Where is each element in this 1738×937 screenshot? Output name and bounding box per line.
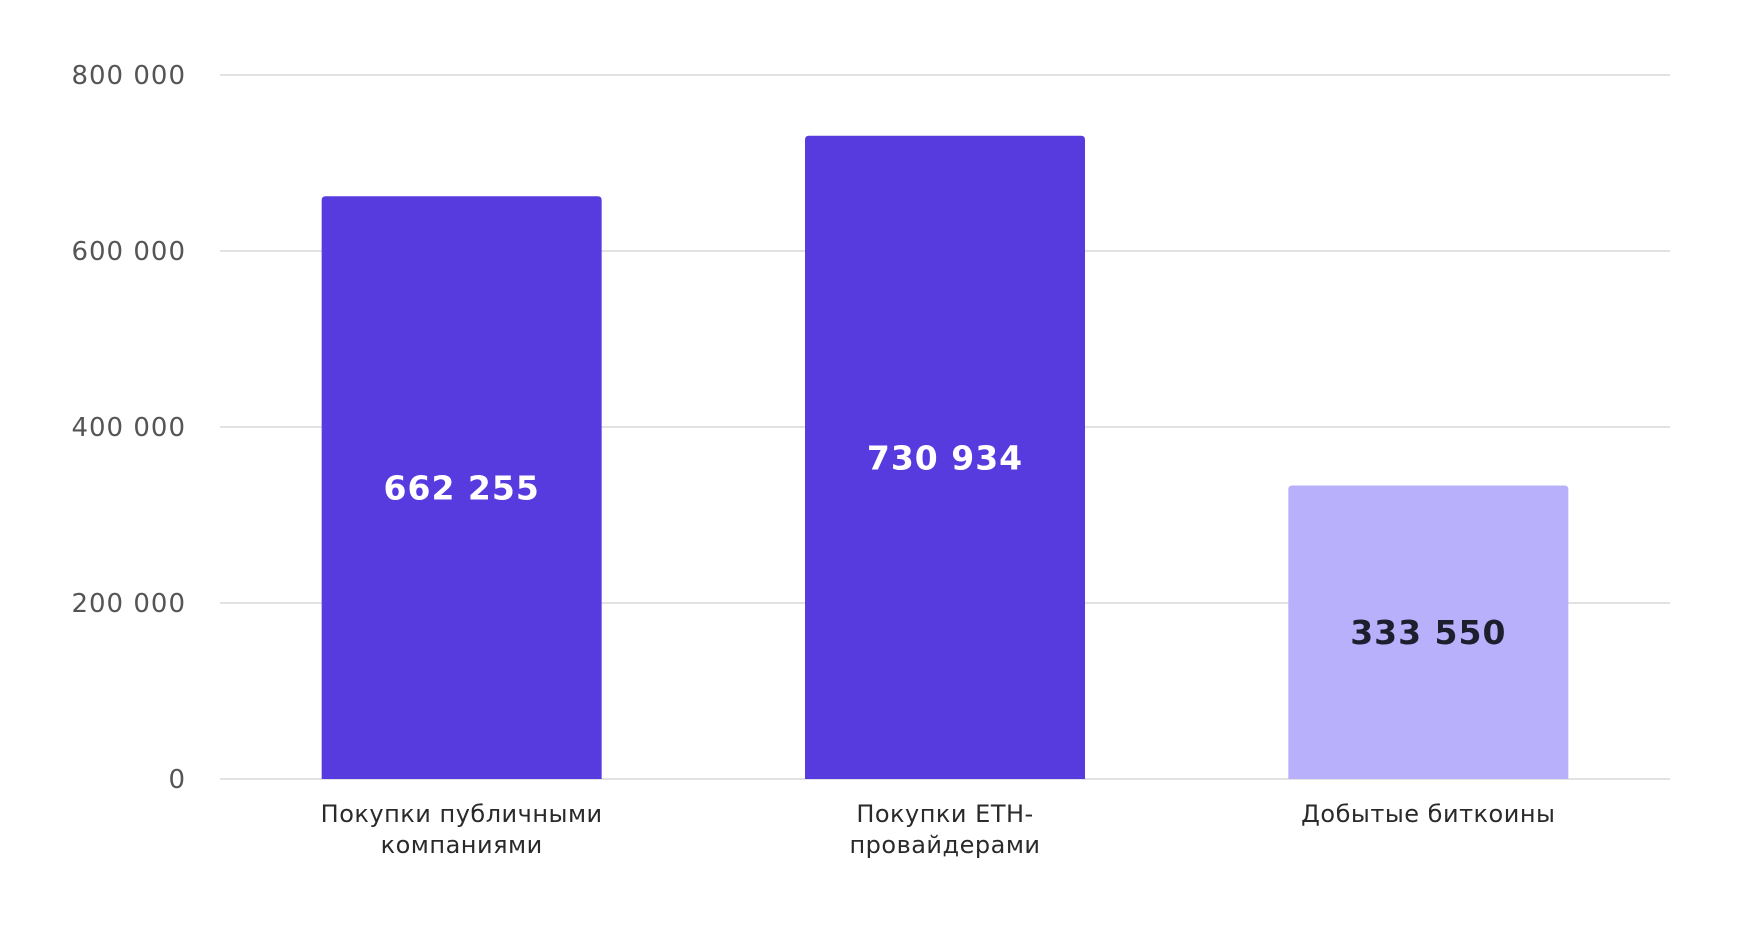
x-category-label-line: Покупки ETH- xyxy=(856,800,1033,828)
x-category-label: Добытые биткоины xyxy=(1301,800,1555,828)
x-category-label-line: Покупки публичными xyxy=(321,800,603,828)
x-category-label-line: провайдерами xyxy=(849,831,1040,859)
y-tick-label: 0 xyxy=(168,765,186,795)
bar-value-label: 662 255 xyxy=(384,469,540,508)
bar xyxy=(1288,485,1569,779)
x-category-label-line: компаниями xyxy=(381,831,543,859)
x-category-label-line: Добытые биткоины xyxy=(1301,800,1555,828)
bar-value-label: 333 550 xyxy=(1350,613,1506,652)
value-labels: 662 255 730 934 333 550 xyxy=(384,438,1506,652)
bars xyxy=(321,135,1569,780)
y-axis-ticks: 0 200 000 400 000 600 000 800 000 xyxy=(71,61,186,795)
x-category-label: Покупки публичными компаниями xyxy=(321,800,603,859)
bar-value-label: 730 934 xyxy=(867,438,1023,477)
y-tick-label: 400 000 xyxy=(71,413,186,443)
y-tick-label: 600 000 xyxy=(71,237,186,267)
y-tick-label: 200 000 xyxy=(71,589,186,619)
y-tick-label: 800 000 xyxy=(71,61,186,91)
bar xyxy=(805,135,1085,779)
x-category-label: Покупки ETH-провайдерами xyxy=(849,800,1040,859)
bar xyxy=(321,196,602,780)
x-axis-labels: Покупки публичными компаниями Покупки ETH-… xyxy=(321,800,1555,859)
